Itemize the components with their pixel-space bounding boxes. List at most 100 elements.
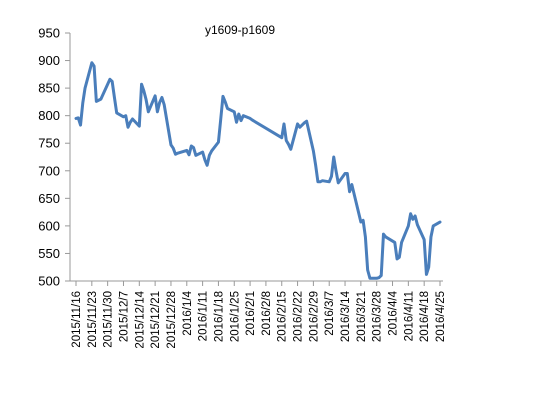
data-point <box>380 274 383 277</box>
data-point <box>423 238 425 241</box>
data-point <box>176 152 179 154</box>
data-point <box>382 233 385 235</box>
data-point <box>240 119 242 122</box>
data-point <box>249 117 251 120</box>
data-point <box>369 277 371 280</box>
data-point <box>319 181 321 183</box>
data-point <box>414 215 416 217</box>
data-point <box>348 190 351 193</box>
x-tick-label: 2015/11/30 <box>103 291 115 348</box>
data-point <box>172 147 175 149</box>
y-tick-label: 550 <box>38 246 60 261</box>
y-tick-label: 750 <box>38 136 60 151</box>
x-tick-label: 2016/2/1 <box>245 291 257 336</box>
x-tick-label: 2016/1/25 <box>229 291 241 342</box>
x-tick-label: 2016/1/18 <box>213 291 225 342</box>
x-tick-label: 2016/1/11 <box>198 291 210 341</box>
data-point <box>185 149 188 152</box>
x-tick-label: 2016/3/28 <box>372 291 384 342</box>
x-tick-label: 2016/2/22 <box>293 291 305 342</box>
series-points <box>75 61 441 280</box>
data-point <box>163 103 165 106</box>
x-tick-label: 2016/4/11 <box>403 291 415 341</box>
data-point <box>384 236 387 238</box>
data-point <box>140 83 143 86</box>
data-point <box>303 122 306 124</box>
data-point <box>115 112 118 114</box>
x-tick-label: 2016/2/15 <box>277 291 289 342</box>
data-point <box>100 98 102 100</box>
data-point <box>145 98 147 101</box>
data-point <box>111 80 113 83</box>
y-tick-label: 950 <box>38 26 60 41</box>
x-tick-label: 2016/1/4 <box>182 290 194 335</box>
y-tick-label: 600 <box>38 218 60 233</box>
series-line <box>74 61 442 280</box>
data-point <box>344 172 346 175</box>
x-tick-label: 2016/4/25 <box>435 291 447 342</box>
data-point <box>439 221 441 223</box>
x-tick-label: 2015/11/23 <box>87 291 99 348</box>
data-point <box>301 124 303 126</box>
x-axis-ticks: 2015/11/16 2015/11/23 2015/11/30 2015/12/7 2… <box>71 281 447 349</box>
data-point <box>409 212 412 215</box>
data-point <box>174 153 177 156</box>
data-point <box>242 114 245 117</box>
data-point <box>222 95 224 98</box>
data-point <box>206 164 208 167</box>
x-tick-label: 2016/4/18 <box>419 291 431 342</box>
y-tick-label: 900 <box>38 53 60 68</box>
data-point <box>396 258 398 260</box>
data-point <box>106 83 109 86</box>
data-point <box>190 145 193 147</box>
y-tick-label: 500 <box>38 274 60 289</box>
data-point <box>346 172 349 175</box>
data-point <box>305 120 308 122</box>
data-point <box>321 179 324 182</box>
data-point <box>219 118 222 121</box>
data-point <box>237 113 240 115</box>
data-point <box>122 115 125 118</box>
data-point <box>124 114 127 117</box>
data-point <box>84 87 86 89</box>
x-tick-label: 2016/3/14 <box>340 290 352 342</box>
data-point <box>296 123 299 125</box>
data-point <box>217 141 220 143</box>
data-point <box>299 126 301 129</box>
data-point <box>109 78 111 81</box>
data-point <box>138 125 141 127</box>
data-point <box>204 158 206 161</box>
data-point <box>287 143 290 146</box>
x-tick-label: 2015/12/14 <box>134 290 146 348</box>
data-point <box>154 95 156 97</box>
data-point <box>161 96 163 99</box>
data-point <box>91 61 93 64</box>
data-point <box>233 111 236 113</box>
data-point <box>77 117 80 119</box>
data-point <box>312 150 315 152</box>
data-point <box>362 219 364 222</box>
data-point <box>131 118 134 120</box>
data-point <box>280 136 283 139</box>
data-point <box>335 169 337 172</box>
chart-title: y1609-p1609 <box>205 23 275 37</box>
data-point <box>398 256 401 259</box>
data-point <box>430 236 432 238</box>
data-point <box>97 99 100 102</box>
data-point <box>400 241 403 244</box>
data-point <box>337 182 340 184</box>
data-point <box>330 175 333 178</box>
data-point <box>285 139 288 142</box>
data-point <box>208 154 211 157</box>
data-point <box>158 101 161 104</box>
data-point <box>93 65 95 67</box>
data-point <box>375 277 378 280</box>
data-point <box>170 144 172 146</box>
data-point <box>364 236 367 238</box>
x-tick-label: 2015/12/28 <box>166 291 178 349</box>
y-tick-label: 800 <box>38 108 60 123</box>
data-point <box>75 117 77 120</box>
data-point <box>113 96 116 99</box>
data-point <box>328 181 331 183</box>
